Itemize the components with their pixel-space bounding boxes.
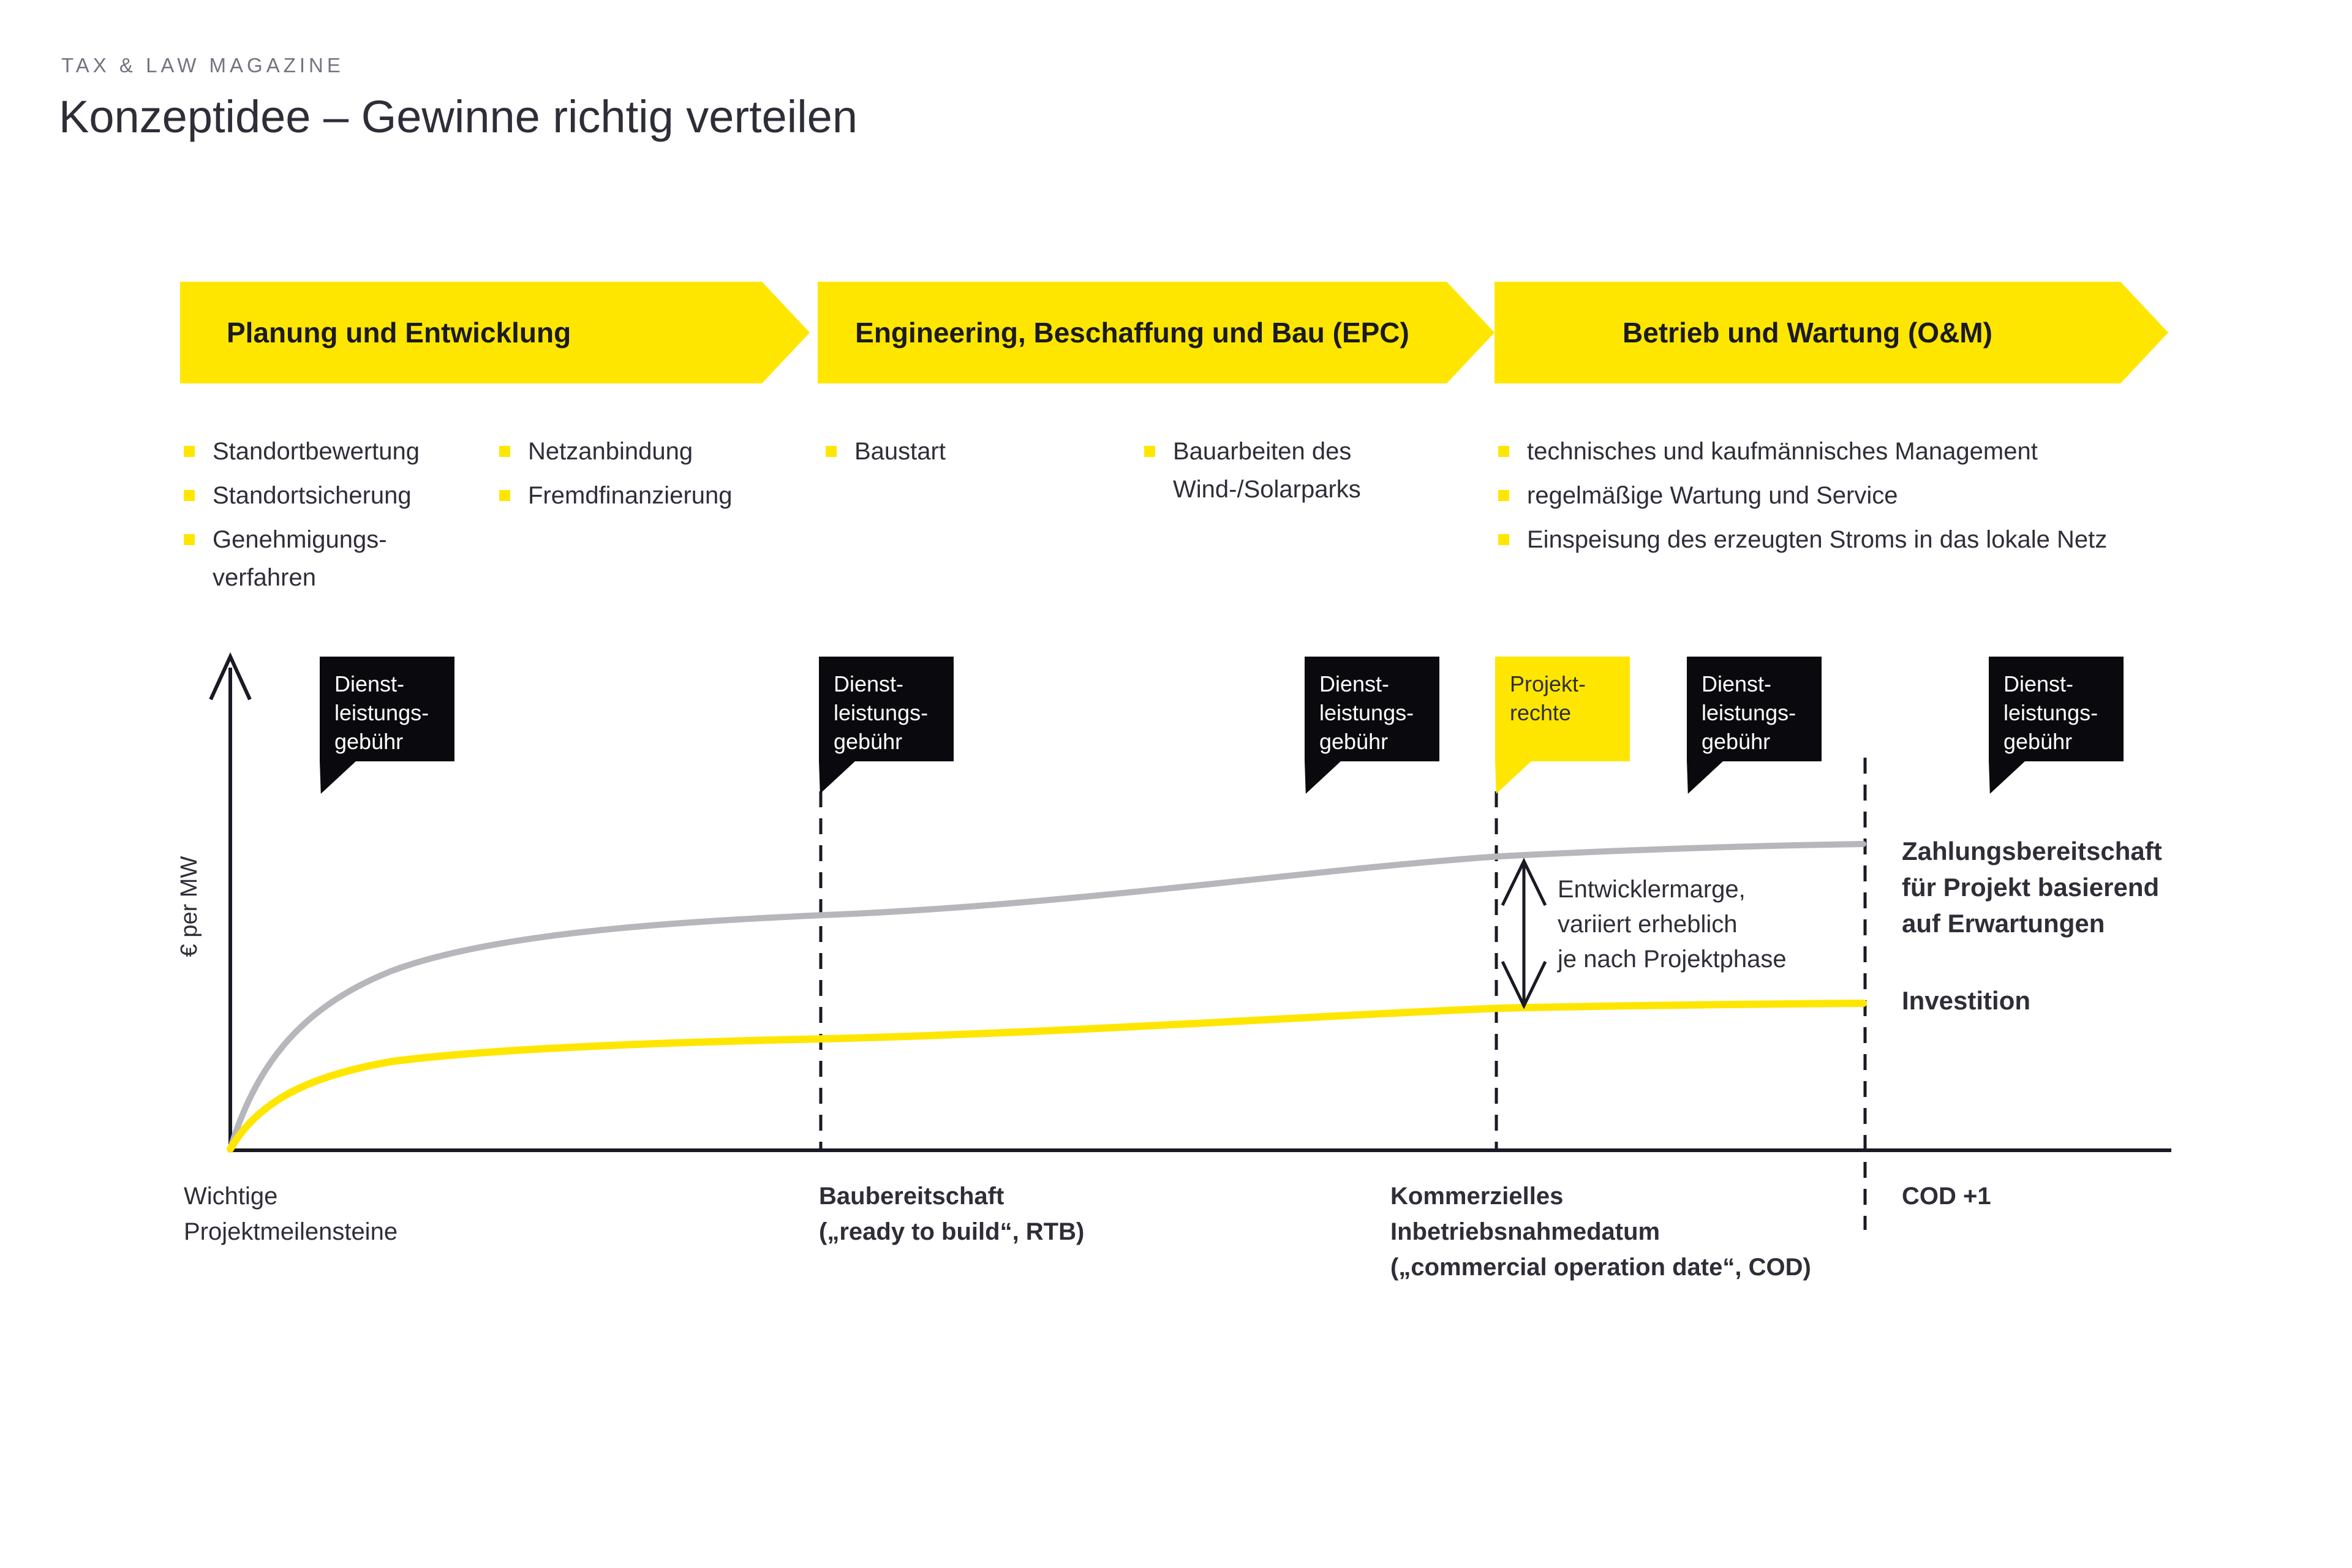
list-item: Einspeisung des erzeugten Stroms in das … — [1498, 521, 2107, 559]
phase-label: Betrieb und Wartung (O&M) — [1623, 317, 1992, 349]
bullet-square-icon — [184, 534, 195, 545]
om-bullets: technisches und kaufmännisches Managemen… — [1498, 432, 2107, 565]
milestones-caption: Wichtige Projektmeilensteine — [184, 1183, 398, 1245]
phase-arrow-om: Betrieb und Wartung (O&M) — [1494, 282, 2168, 383]
bullet-square-icon — [184, 446, 195, 457]
bullet-square-icon — [1498, 490, 1509, 501]
bullet-square-icon — [499, 446, 510, 457]
planung-bullets-col2: Netzanbindung Fremdfinanzierung — [499, 432, 733, 521]
callout-dienstleistungsgebuehr-2: Dienst- leistungs- gebühr — [819, 657, 954, 761]
bullet-square-icon — [826, 446, 837, 457]
phase-arrow-planung: Planung und Entwicklung — [180, 282, 810, 383]
list-item: Standortbewertung — [184, 432, 420, 470]
epc-bullets-col1: Baustart — [826, 432, 946, 477]
developer-margin-note: Entwicklermarge, variiert erheblich je n… — [1558, 876, 1787, 973]
list-item: Fremdfinanzierung — [499, 477, 733, 514]
milestone-rtb: Baubereitschaft („ready to build“, RTB) — [819, 1183, 1085, 1245]
bullet-square-icon — [184, 490, 195, 501]
magazine-eyebrow: TAX & LAW MAGAZINE — [61, 54, 344, 77]
planung-bullets-col1: Standortbewertung Standortsicherung Gene… — [184, 432, 420, 603]
list-item: Bauarbeiten des Wind-/Solarparks — [1144, 432, 1361, 508]
phase-arrow-epc: Engineering, Beschaffung und Bau (EPC) — [818, 282, 1494, 383]
callout-projektrechte: Projekt- rechte — [1495, 657, 1630, 761]
callout-dienstleistungsgebuehr-3: Dienst- leistungs- gebühr — [1305, 657, 1439, 761]
bullet-square-icon — [1498, 534, 1509, 545]
milestone-cod: Kommerzielles Inbetriebsnahmedatum („com… — [1390, 1183, 1811, 1281]
list-item: Genehmigungs- verfahren — [184, 521, 420, 597]
milestone-cod-plus-1: COD +1 — [1902, 1183, 1991, 1210]
investment-label: Investition — [1902, 986, 2031, 1015]
epc-bullets-col2: Bauarbeiten des Wind-/Solarparks — [1144, 432, 1361, 514]
callout-dienstleistungsgebuehr-5: Dienst- leistungs- gebühr — [1989, 657, 2124, 761]
list-item: Baustart — [826, 432, 946, 470]
list-item: regelmäßige Wartung und Service — [1498, 477, 2107, 514]
y-axis-label: € per MW — [176, 856, 202, 957]
bullet-square-icon — [499, 490, 510, 501]
phase-label: Engineering, Beschaffung und Bau (EPC) — [855, 317, 1409, 349]
y-axis-arrowhead-icon — [209, 652, 252, 701]
callout-dienstleistungsgebuehr-4: Dienst- leistungs- gebühr — [1687, 657, 1822, 761]
callout-dienstleistungsgebuehr-1: Dienst- leistungs- gebühr — [320, 657, 454, 761]
investment-curve — [227, 1000, 1867, 1153]
willingness-to-pay-label: Zahlungsbereitschaft für Projekt basiere… — [1902, 837, 2162, 938]
bullet-square-icon — [1498, 446, 1509, 457]
developer-margin-arrow-icon — [1501, 858, 1547, 1009]
phase-label: Planung und Entwicklung — [227, 317, 571, 349]
list-item: Netzanbindung — [499, 432, 733, 470]
bullet-square-icon — [1144, 446, 1155, 457]
list-item: technisches und kaufmännisches Managemen… — [1498, 432, 2107, 470]
page-title: Konzeptidee – Gewinne richtig verteilen — [59, 91, 858, 142]
list-item: Standortsicherung — [184, 477, 420, 514]
